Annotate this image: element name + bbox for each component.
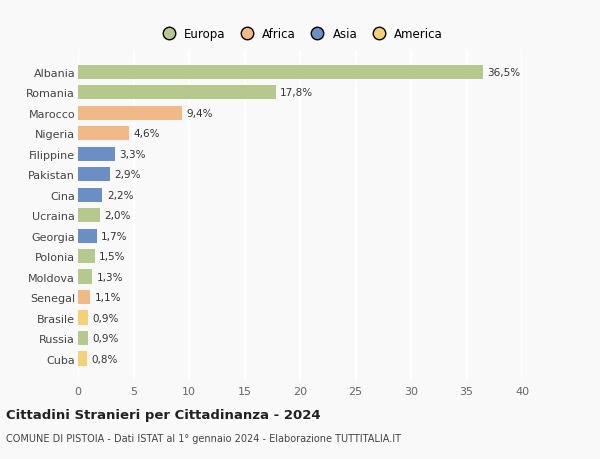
Bar [78, 352, 87, 366]
Bar [78, 188, 103, 202]
Bar [78, 168, 110, 182]
Legend: Europa, Africa, Asia, America: Europa, Africa, Asia, America [152, 23, 448, 46]
Text: 17,8%: 17,8% [280, 88, 313, 98]
Text: 1,7%: 1,7% [101, 231, 128, 241]
Bar [78, 229, 97, 243]
Text: 3,3%: 3,3% [119, 150, 146, 159]
Text: COMUNE DI PISTOIA - Dati ISTAT al 1° gennaio 2024 - Elaborazione TUTTITALIA.IT: COMUNE DI PISTOIA - Dati ISTAT al 1° gen… [6, 433, 401, 442]
Text: 36,5%: 36,5% [488, 67, 521, 78]
Text: 2,0%: 2,0% [104, 211, 131, 221]
Bar [78, 331, 88, 346]
Text: 9,4%: 9,4% [187, 108, 213, 118]
Bar [78, 311, 88, 325]
Text: 1,5%: 1,5% [99, 252, 125, 262]
Text: 0,8%: 0,8% [91, 354, 118, 364]
Bar [78, 249, 95, 264]
Text: 1,3%: 1,3% [97, 272, 124, 282]
Bar [78, 66, 483, 80]
Text: 0,9%: 0,9% [92, 313, 119, 323]
Text: 2,9%: 2,9% [115, 170, 141, 180]
Text: 1,1%: 1,1% [95, 292, 121, 302]
Bar [78, 291, 90, 305]
Text: 4,6%: 4,6% [133, 129, 160, 139]
Text: 2,2%: 2,2% [107, 190, 133, 200]
Bar [78, 270, 92, 284]
Bar [78, 208, 100, 223]
Bar [78, 86, 275, 100]
Bar [78, 147, 115, 162]
Text: Cittadini Stranieri per Cittadinanza - 2024: Cittadini Stranieri per Cittadinanza - 2… [6, 408, 320, 421]
Bar [78, 106, 182, 121]
Text: 0,9%: 0,9% [92, 333, 119, 343]
Bar [78, 127, 129, 141]
